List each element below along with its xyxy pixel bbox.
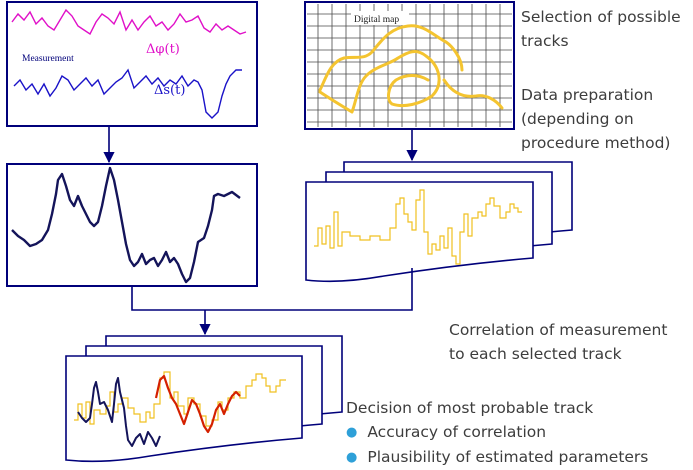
map-tracks — [318, 24, 504, 114]
s-signal-label: Δs(t) — [154, 83, 185, 98]
decision-bullet-accuracy-label: Accuracy of correlation — [367, 423, 547, 441]
step-preparation-line-3: procedure method) — [521, 134, 671, 152]
phi-signal-curve — [11, 8, 247, 36]
s-signal-curve — [13, 68, 242, 119]
measured-curve-frame — [6, 163, 258, 287]
measurement-panel: Δφ(t) Measurement Δs(t) — [6, 1, 258, 127]
digital-map-panel: Digital map — [304, 1, 515, 130]
prepared-tracks-stack — [305, 161, 573, 283]
map-title: Digital map — [354, 15, 399, 25]
matched-track-segment — [154, 374, 241, 434]
correlation-stack — [65, 335, 343, 463]
measured-curve-panel — [6, 163, 258, 287]
step-selection-text: Selection of possible tracks — [521, 5, 681, 53]
step-preparation-line-1: Data preparation — [521, 86, 654, 104]
step-selection-line-1: Selection of possible — [521, 8, 681, 26]
track-page-front — [305, 181, 534, 283]
prepared-track-curve — [314, 189, 522, 265]
flow-connectors — [103, 127, 418, 336]
bullet-dot-icon: ● — [346, 450, 358, 465]
step-correlation-line-1: Correlation of measurement — [449, 321, 668, 339]
step-preparation-text: Data preparation (depending on procedure… — [521, 83, 670, 155]
step-preparation-line-2: (depending on — [521, 110, 634, 128]
phi-signal-label: Δφ(t) — [146, 42, 180, 57]
measured-overlay-curve — [77, 377, 161, 447]
step-correlation-text: Correlation of measurement to each selec… — [449, 318, 667, 366]
connector-curve-to-merge — [131, 287, 205, 311]
measured-curve — [11, 166, 241, 284]
measurement-label: Measurement — [22, 54, 74, 64]
map-track-loop — [318, 50, 441, 114]
measurement-frame — [6, 1, 258, 127]
map-frame — [304, 1, 515, 130]
decision-bullet-accuracy: ● Accuracy of correlation — [346, 420, 648, 445]
map-track-north — [318, 24, 464, 92]
connector-tracks-to-merge — [205, 268, 413, 311]
step-correlation-line-2: to each selected track — [449, 345, 622, 363]
step-decision-text: Decision of most probable track ● Accurac… — [346, 396, 648, 470]
decision-bullet-plausibility-label: Plausibility of estimated parameters — [367, 448, 649, 466]
step-decision-title: Decision of most probable track — [346, 399, 594, 417]
decision-bullet-plausibility: ● Plausibility of estimated parameters — [346, 445, 648, 470]
map-title-background — [351, 11, 409, 25]
bullet-dot-icon: ● — [346, 425, 358, 440]
step-selection-line-2: tracks — [521, 32, 569, 50]
map-track-east — [442, 78, 504, 110]
